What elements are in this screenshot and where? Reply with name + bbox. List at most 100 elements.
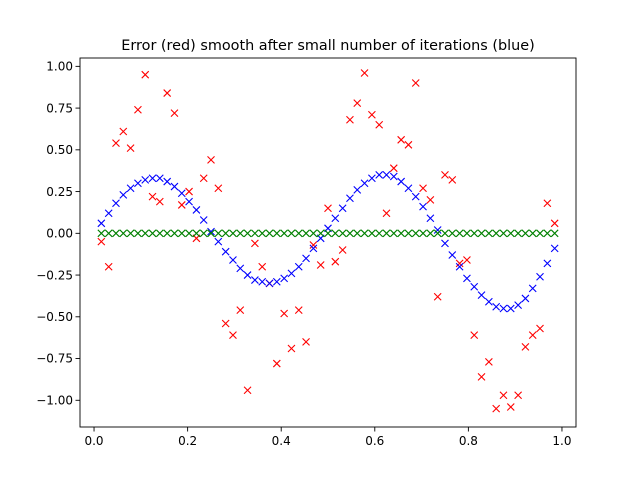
data-point: [258, 262, 267, 271]
data-point: [477, 373, 486, 381]
data-point: [353, 229, 362, 238]
data-point: [492, 302, 501, 311]
data-point: [236, 306, 245, 315]
y-tick-label: −0.25: [36, 268, 73, 282]
data-point: [404, 229, 413, 238]
data-point: [316, 229, 325, 238]
data-point: [294, 262, 303, 271]
plot-area: [80, 58, 576, 427]
data-point: [331, 229, 340, 238]
data-point: [528, 284, 537, 293]
data-point: [214, 184, 223, 193]
axes-frame: [79, 57, 577, 428]
data-point: [506, 304, 515, 313]
data-point: [368, 174, 376, 183]
data-point: [484, 229, 493, 238]
data-point: [484, 297, 493, 306]
data-point: [265, 229, 274, 238]
data-point: [134, 229, 142, 238]
data-point: [97, 237, 106, 246]
data-point: [389, 229, 398, 238]
data-point: [104, 209, 113, 218]
data-point: [550, 244, 559, 253]
data-point: [404, 184, 413, 193]
data-point: [214, 237, 223, 246]
data-point: [448, 229, 457, 238]
data-point: [470, 229, 479, 238]
data-point: [353, 186, 362, 194]
data-point: [97, 229, 106, 238]
data-point: [346, 194, 354, 203]
data-point: [185, 197, 193, 206]
data-point: [221, 229, 230, 238]
x-tick-label: 0.8: [459, 434, 478, 448]
data-point: [126, 144, 135, 153]
data-point: [272, 229, 281, 238]
data-point: [499, 304, 508, 313]
data-point: [112, 229, 120, 238]
data-point: [192, 229, 201, 238]
data-point: [375, 120, 384, 129]
data-point: [389, 164, 398, 173]
y-tick-label: −0.50: [36, 310, 73, 324]
data-point: [536, 324, 544, 333]
data-point: [177, 189, 186, 198]
data-point: [550, 219, 559, 228]
data-point: [338, 204, 347, 213]
data-point: [207, 155, 215, 164]
data-point: [126, 229, 135, 238]
data-point: [375, 229, 384, 238]
data-point: [331, 257, 340, 266]
data-point: [251, 229, 259, 238]
x-tick-label: 1.0: [552, 434, 571, 448]
data-point: [163, 177, 172, 186]
data-point: [484, 357, 493, 366]
data-point: [338, 246, 347, 254]
y-tick-label: 0.25: [46, 185, 73, 199]
data-point: [199, 174, 208, 183]
data-point: [389, 172, 398, 181]
data-point: [463, 256, 471, 264]
data-point: [346, 229, 354, 238]
data-point: [148, 229, 157, 238]
data-point: [338, 229, 347, 238]
data-point: [536, 229, 544, 238]
data-point: [302, 254, 310, 263]
data-point: [316, 261, 325, 269]
y-tick-label: −0.75: [36, 352, 73, 366]
data-point: [287, 229, 296, 238]
data-point: [243, 229, 252, 238]
data-point: [441, 170, 449, 179]
data-point: [97, 219, 106, 228]
data-point: [433, 229, 442, 238]
data-point: [192, 206, 201, 214]
data-point: [455, 229, 464, 238]
data-point: [360, 69, 369, 77]
data-point: [280, 309, 289, 318]
data-point: [280, 274, 289, 283]
data-point: [543, 199, 552, 208]
data-point: [112, 139, 120, 148]
data-point: [134, 179, 142, 188]
data-point: [463, 229, 471, 238]
data-point: [163, 89, 172, 97]
data-point: [506, 403, 515, 411]
data-point: [141, 175, 150, 184]
data-point: [455, 259, 464, 268]
data-point: [441, 239, 449, 248]
data-point: [499, 229, 508, 238]
data-point: [528, 229, 537, 238]
data-point: [463, 274, 471, 283]
data-point: [470, 331, 479, 340]
data-point: [185, 187, 193, 196]
data-point: [411, 229, 420, 238]
data-point: [411, 192, 420, 201]
data-point: [536, 272, 544, 281]
data-point: [199, 229, 208, 238]
data-point: [353, 99, 362, 107]
data-point: [419, 184, 427, 193]
data-point: [280, 229, 289, 238]
data-point: [170, 229, 179, 238]
data-point: [411, 79, 420, 87]
